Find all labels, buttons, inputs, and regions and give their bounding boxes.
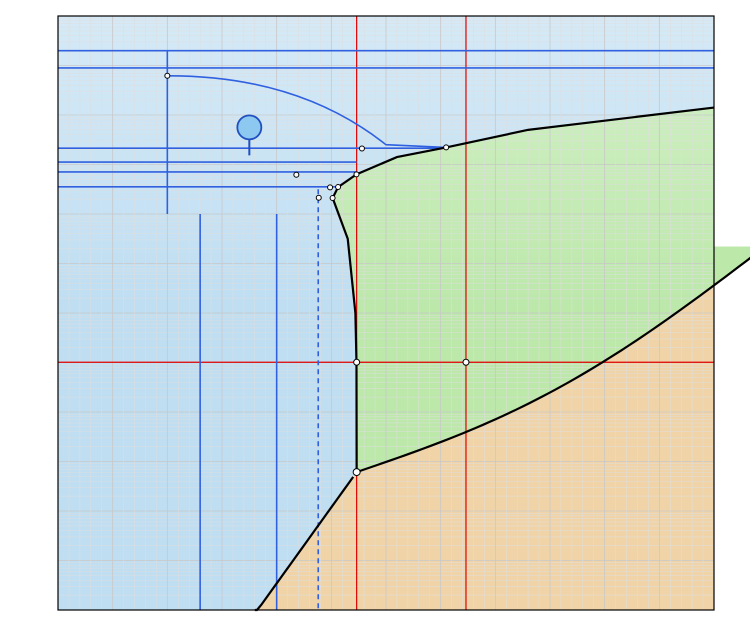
point-marker [354,172,359,177]
point-marker [359,146,364,151]
point-marker [294,172,299,177]
point-marker [330,196,335,201]
point-marker [316,195,321,200]
ice-badge [237,115,261,139]
point-marker [336,185,341,190]
point-marker [463,359,469,365]
point-marker [354,359,360,365]
phase-diagram: { "geometry": { "width": 750, "height": … [0,0,750,625]
point-marker [165,73,170,78]
point-marker [328,185,333,190]
phase-diagram-svg [0,0,750,625]
point-marker [353,469,360,476]
point-marker [444,145,449,150]
